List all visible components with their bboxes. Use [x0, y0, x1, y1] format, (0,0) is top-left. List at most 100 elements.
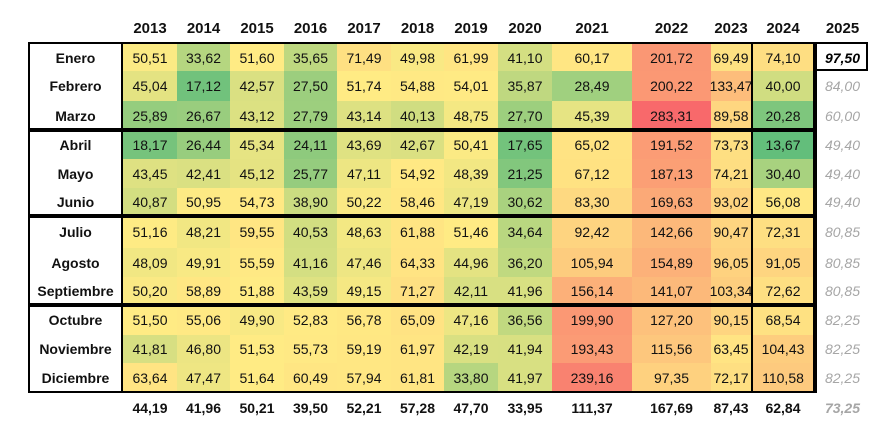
value-cell: 283,31 — [632, 101, 711, 130]
month-label: Noviembre — [39, 341, 112, 357]
value-cell: 90,15 — [711, 305, 751, 335]
value-cell: 60,49 — [284, 363, 337, 392]
value-cell: 41,81 — [123, 335, 177, 363]
value-cell: 42,67 — [391, 130, 444, 159]
value-cell: 46,80 — [177, 335, 230, 363]
value-cell: 40,13 — [391, 101, 444, 130]
value-cell: 27,50 — [284, 71, 337, 101]
year-header: 2018 — [400, 19, 435, 37]
annual-average: 57,28 — [399, 400, 436, 416]
value-cell: 51,74 — [337, 71, 391, 101]
value-cell: 52,83 — [284, 305, 337, 335]
value-cell: 65,09 — [391, 305, 444, 335]
value-cell: 43,14 — [337, 101, 391, 130]
annual-average: 33,95 — [507, 400, 543, 416]
value-cell: 50,95 — [177, 188, 230, 216]
value-cell: 48,75 — [444, 101, 498, 130]
forecast-cell: 80,85 — [824, 254, 861, 271]
value-cell: 59,55 — [230, 216, 284, 248]
value-cell: 17,65 — [498, 130, 552, 159]
value-cell: 115,56 — [632, 335, 711, 363]
value-cell: 51,60 — [230, 44, 284, 71]
value-cell: 54,88 — [391, 71, 444, 101]
value-cell: 51,50 — [123, 305, 177, 335]
year-header: 2017 — [347, 19, 381, 37]
forecast-cell: 80,85 — [824, 224, 861, 240]
year-header: 2025 — [825, 19, 860, 37]
year-header: 2021 — [575, 19, 609, 37]
value-cell: 54,92 — [391, 159, 444, 188]
forecast-cell: 82,25 — [824, 341, 861, 357]
value-cell: 43,69 — [337, 130, 391, 159]
value-cell: 48,21 — [177, 216, 230, 248]
annual-average: 39,50 — [292, 400, 329, 416]
value-cell: 105,94 — [552, 248, 632, 277]
value-cell: 51,16 — [123, 216, 177, 248]
value-cell: 45,34 — [230, 130, 284, 159]
value-cell: 199,90 — [552, 305, 632, 335]
value-cell: 65,02 — [552, 130, 632, 159]
month-label: Septiembre — [37, 283, 114, 299]
forecast-cell: 49,40 — [824, 194, 861, 210]
value-cell: 49,91 — [177, 248, 230, 277]
annual-average: 41,96 — [185, 400, 222, 416]
value-cell: 45,04 — [123, 71, 177, 101]
value-cell: 40,00 — [751, 71, 815, 101]
annual-average: 73,25 — [824, 400, 861, 416]
value-cell: 43,59 — [284, 277, 337, 305]
forecast-cell: 84,00 — [824, 78, 861, 94]
value-cell: 41,10 — [498, 44, 552, 71]
value-cell: 68,54 — [751, 305, 815, 335]
value-cell: 61,81 — [391, 363, 444, 392]
month-label: Junio — [56, 194, 95, 210]
value-cell: 72,31 — [751, 216, 815, 248]
value-cell: 51,88 — [230, 277, 284, 305]
value-cell: 56,08 — [751, 188, 815, 216]
value-cell: 50,51 — [123, 44, 177, 71]
value-cell: 35,65 — [284, 44, 337, 71]
value-cell: 25,89 — [123, 101, 177, 130]
value-cell: 50,20 — [123, 277, 177, 305]
value-cell: 41,16 — [284, 248, 337, 277]
value-cell: 61,97 — [391, 335, 444, 363]
value-cell: 83,30 — [552, 188, 632, 216]
value-cell: 74,21 — [711, 159, 751, 188]
annual-average: 44,19 — [132, 400, 168, 416]
value-cell: 49,15 — [337, 277, 391, 305]
value-cell: 33,62 — [177, 44, 230, 71]
month-label: Agosto — [51, 254, 100, 271]
value-cell: 40,53 — [284, 216, 337, 248]
value-cell: 55,06 — [177, 305, 230, 335]
value-cell: 47,47 — [177, 363, 230, 392]
value-cell: 42,41 — [177, 159, 230, 188]
value-cell: 96,05 — [711, 248, 751, 277]
month-label: Marzo — [55, 107, 96, 124]
value-cell: 58,89 — [177, 277, 230, 305]
value-cell: 51,53 — [230, 335, 284, 363]
value-cell: 49,98 — [391, 44, 444, 71]
value-cell: 55,59 — [230, 248, 284, 277]
value-cell: 56,78 — [337, 305, 391, 335]
forecast-cell: 80,85 — [824, 283, 861, 299]
annual-average: 52,21 — [346, 400, 382, 416]
year-header: 2019 — [454, 19, 488, 37]
value-cell: 72,17 — [711, 363, 751, 392]
value-cell: 141,07 — [632, 277, 711, 305]
value-cell: 20,28 — [751, 101, 815, 130]
value-cell: 42,19 — [444, 335, 498, 363]
value-cell: 24,11 — [284, 130, 337, 159]
annual-average: 167,69 — [650, 400, 693, 416]
year-header: 2022 — [654, 19, 689, 37]
value-cell: 63,45 — [711, 335, 751, 363]
value-cell: 41,97 — [498, 363, 552, 392]
value-cell: 35,87 — [498, 71, 552, 101]
value-cell: 239,16 — [552, 363, 632, 392]
value-cell: 93,02 — [711, 188, 751, 216]
value-cell: 154,89 — [632, 248, 711, 277]
value-cell: 34,64 — [498, 216, 552, 248]
value-cell: 67,12 — [552, 159, 632, 188]
value-cell: 25,77 — [284, 159, 337, 188]
value-cell: 71,49 — [337, 44, 391, 71]
forecast-cell: 97,50 — [824, 49, 861, 66]
forecast-cell: 60,00 — [824, 107, 861, 124]
